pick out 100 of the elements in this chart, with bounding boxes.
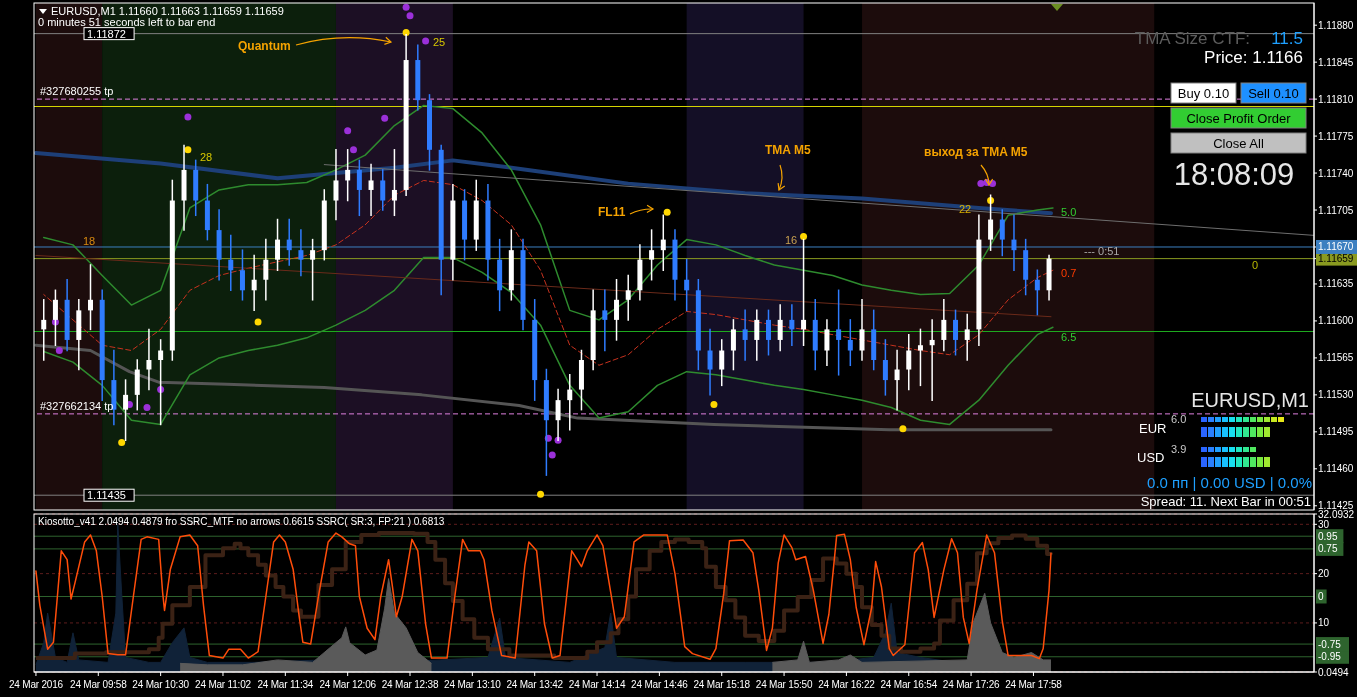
annotation: TMA M5 (765, 143, 811, 157)
annotation: 5.0 (1061, 206, 1077, 218)
candlestick (333, 149, 339, 221)
x-tick-label: 24 Mar 17:26 (942, 679, 1001, 690)
annotation: 16 (785, 234, 798, 246)
point (800, 232, 808, 240)
candlestick (239, 249, 245, 301)
ref-line-label: 1.11435 (87, 489, 126, 502)
y-tick-label: 1.11845 (1318, 56, 1354, 68)
x-tick-label: 24 Mar 13:42 (506, 679, 564, 690)
annotation: Close Profit Order (1186, 111, 1292, 126)
point (537, 490, 545, 498)
y2-tick-label: -0.75 (1318, 638, 1342, 650)
y-tick-label: 1.11810 (1318, 93, 1354, 105)
candlestick (567, 374, 573, 431)
y-tick-label: 1.11775 (1318, 130, 1354, 142)
x-tick-label: 24 Mar 12:38 (381, 679, 439, 690)
button: Sell 0.10 (1240, 82, 1307, 104)
annotation: FL11 (598, 205, 626, 219)
candlestick (847, 319, 853, 367)
candlestick (684, 258, 690, 312)
candlestick (251, 254, 257, 312)
y-tick-label: 1.11705 (1318, 204, 1354, 216)
candlestick (88, 264, 93, 331)
ref-line-label: #327680255 tp (40, 85, 114, 98)
line-series (43, 179, 1054, 366)
x-tick-label: 24 Mar 15:18 (693, 679, 751, 690)
x-tick-label: 24 Mar 16:22 (818, 679, 876, 690)
ref-line-label: 1.11872 (87, 27, 126, 40)
annotation: 6.5 (1061, 331, 1077, 343)
candlestick (789, 304, 795, 346)
candlestick (929, 319, 935, 401)
button: Buy 0.10 (1170, 82, 1237, 104)
line-series (42, 104, 1054, 321)
point (977, 180, 985, 188)
y-tick-label: 1.11565 (1318, 352, 1354, 364)
point (184, 146, 192, 154)
candlestick (882, 339, 888, 396)
candlestick (228, 234, 234, 292)
y-tick-label: 10 (1318, 617, 1330, 629)
annotation: 22 (959, 203, 972, 215)
point (55, 347, 63, 355)
annotation: Price: 1.1166 (1204, 48, 1303, 67)
candlestick (754, 309, 760, 361)
candlestick (263, 238, 269, 301)
candlestick (999, 209, 1005, 257)
point (344, 127, 352, 135)
point (548, 451, 556, 459)
y-tick-label: 1.11880 (1318, 19, 1354, 31)
x-tick-label: 24 Mar 11:34 (257, 679, 314, 690)
candlestick (719, 339, 725, 387)
candlestick (391, 149, 397, 217)
x-tick-label: 24 Mar 13:10 (444, 679, 502, 690)
candlestick (964, 313, 970, 361)
candlestick (1011, 214, 1017, 271)
y2-tick-label: -0.95 (1318, 651, 1342, 663)
x-tick-label: 24 Mar 11:02 (195, 679, 252, 690)
y-tick-label: 1.11600 (1318, 315, 1354, 327)
x-tick-label: 24 Mar 16:54 (880, 679, 938, 690)
line-series (42, 256, 1054, 426)
annotation: 0.0 пп | 0.00 USD | 0.0% (1147, 474, 1312, 491)
candlestick (41, 299, 47, 361)
x-tick-label: 24 Mar 17:58 (1005, 679, 1063, 690)
point (254, 318, 262, 326)
y-tick-label: 1.11670 (1318, 241, 1354, 253)
annotation: 3.9 (1171, 443, 1187, 455)
annotation: TMA Size CTF: (1134, 29, 1250, 48)
chart-title: Kiosotto_v41 2.0494 0.4879 fro SSRC_MTF no arrows 0.6615 SSRC( SR:3, FP:21 ) 0.6813 (38, 516, 445, 527)
annotation: Buy 0.10 (1177, 86, 1230, 101)
annotation: 18 (83, 235, 96, 247)
point (143, 404, 151, 412)
candlestick (146, 328, 152, 391)
point (899, 425, 907, 433)
candlestick (765, 309, 771, 356)
candlestick (602, 289, 608, 352)
y-tick-label: 0.0494 (1318, 666, 1350, 678)
annotation: 25 (433, 36, 446, 48)
candlestick (917, 328, 923, 387)
y2-tick-label: 0 (1318, 590, 1324, 602)
candlestick (906, 333, 912, 391)
candlestick (953, 309, 959, 356)
candlestick (298, 229, 304, 277)
candlestick (625, 274, 631, 321)
candlestick (707, 328, 713, 396)
y-tick-label: 1.11460 (1318, 463, 1354, 475)
text: 0 minutes 51 seconds left to bar end (38, 16, 216, 28)
x-tick-label: 24 Mar 12:06 (319, 679, 377, 690)
annotation: 0 (1252, 259, 1259, 271)
annotation: 18:08:09 (1173, 157, 1295, 192)
candlestick (275, 218, 281, 271)
x-tick-label: 24 Mar 15:50 (755, 679, 813, 690)
point (184, 113, 192, 121)
candlestick (310, 238, 316, 301)
y-tick-label: 1.11740 (1318, 167, 1354, 179)
annotation: EURUSD,M1 (1191, 389, 1309, 411)
candlestick (649, 229, 655, 281)
annotation: EUR (1139, 421, 1167, 436)
candlestick (356, 159, 362, 217)
annotation: 6.0 (1171, 413, 1187, 425)
y-tick-label: 1.11530 (1318, 389, 1354, 401)
